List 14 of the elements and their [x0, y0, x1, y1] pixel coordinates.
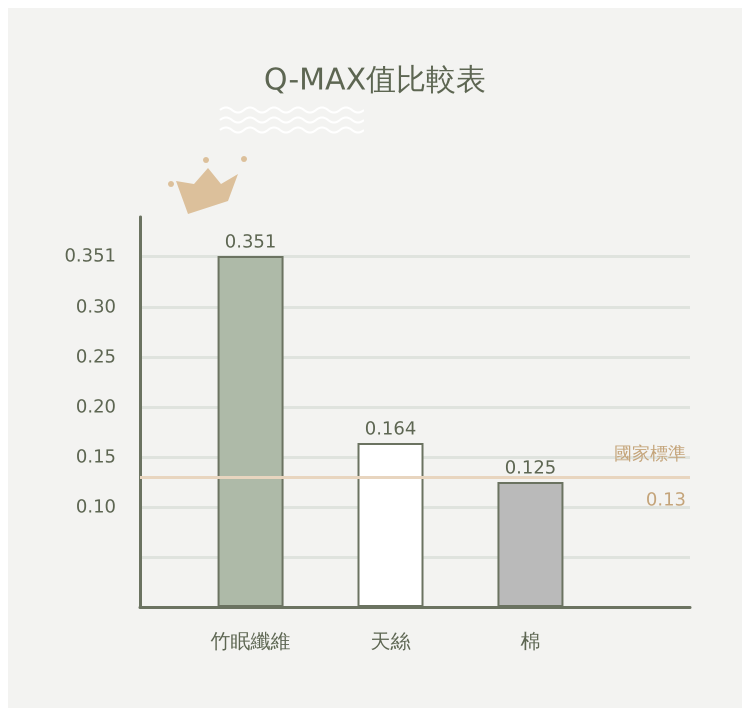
y-tick-label: 0.10 [76, 496, 116, 518]
y-tick-label: 0.20 [76, 396, 116, 418]
x-tick-label: 棉 [520, 629, 540, 653]
y-tick-label: 0.351 [64, 246, 116, 266]
x-tick-label: 竹眠纖維 [210, 629, 291, 653]
data-label: 0.351 [224, 232, 276, 252]
data-label: 0.125 [504, 458, 556, 478]
text: 國家標準 0.13 [614, 444, 686, 510]
y-tick-label: 0.30 [76, 296, 116, 318]
y-tick-label: 0.15 [76, 446, 116, 468]
x-tick-label: 天絲 [370, 629, 411, 653]
chart-title: Q-MAX值比較表 [264, 62, 486, 98]
y-tick-label: 0.25 [76, 346, 116, 368]
data-label: 0.164 [364, 418, 416, 440]
